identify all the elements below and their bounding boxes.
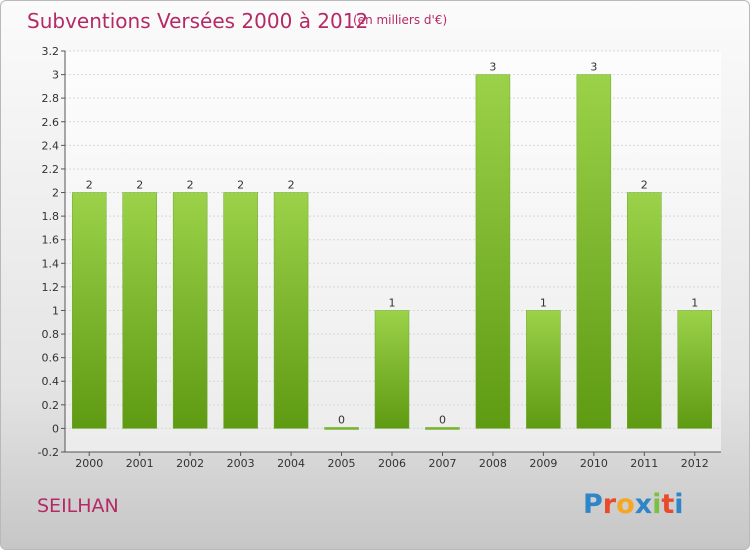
data-label: 1	[691, 296, 698, 309]
data-label: 1	[389, 296, 396, 309]
y-tick-label: 2.6	[42, 116, 60, 129]
x-tick-label: 2000	[75, 457, 103, 470]
x-tick-label: 2011	[630, 457, 658, 470]
y-tick-label: 2.8	[42, 92, 60, 105]
data-label: 1	[540, 296, 547, 309]
data-label: 0	[338, 413, 345, 426]
x-tick-label: 2009	[529, 457, 557, 470]
y-tick-label: 1.6	[42, 234, 60, 247]
data-label: 3	[590, 61, 597, 74]
data-label: 2	[86, 179, 93, 192]
y-tick-label: 0.8	[42, 328, 60, 341]
bar	[325, 427, 359, 429]
y-tick-label: 1.2	[42, 281, 60, 294]
commune-name: SEILHAN	[37, 495, 119, 517]
bar	[627, 193, 661, 429]
x-tick-label: 2008	[479, 457, 507, 470]
data-label: 3	[489, 61, 496, 74]
y-tick-labels: -0.2 0 0.2 0.4 0.6 0.8 1 1.2 1.4 1.6 1.8 2 2.2 2.4 2.6…	[38, 45, 59, 459]
x-tick-label: 2010	[580, 457, 608, 470]
bar	[476, 75, 510, 429]
x-tick-label: 2004	[277, 457, 305, 470]
bar	[274, 193, 308, 429]
y-tick-label: 3	[52, 69, 59, 82]
y-tick-label: 0	[52, 422, 59, 435]
proxiti-logo[interactable]: Proxiti	[583, 489, 684, 520]
bar	[425, 427, 459, 429]
bar	[375, 310, 409, 428]
bar	[526, 310, 560, 428]
logo-letter: o	[616, 489, 635, 520]
x-tick-label: 2003	[227, 457, 255, 470]
x-tick-label: 2005	[328, 457, 356, 470]
data-label: 2	[641, 179, 648, 192]
y-tick-label: 0.6	[42, 352, 60, 365]
data-label: 2	[187, 179, 194, 192]
y-tick-label: -0.2	[38, 446, 59, 459]
y-tick-label: 2	[52, 187, 59, 200]
logo-letter: r	[603, 489, 616, 520]
bar	[72, 193, 106, 429]
y-tick-label: 2.2	[42, 163, 60, 176]
bar	[123, 193, 157, 429]
x-tick-labels: 2000 2001 2002 2003 2004 2005 2006 2007 2008 2009…	[75, 452, 709, 470]
data-label: 2	[136, 179, 143, 192]
bar	[577, 75, 611, 429]
x-tick-label: 2002	[176, 457, 204, 470]
bar	[224, 193, 258, 429]
bar	[678, 310, 712, 428]
x-tick-label: 2001	[126, 457, 154, 470]
data-label: 2	[288, 179, 295, 192]
data-label: 2	[237, 179, 244, 192]
x-tick-label: 2012	[681, 457, 709, 470]
y-tick-label: 1.4	[42, 257, 60, 270]
y-tick-label: 0.4	[42, 375, 60, 388]
bar	[173, 193, 207, 429]
y-tick-label: 0.2	[42, 399, 60, 412]
logo-letter: i	[652, 489, 661, 520]
logo-letter: t	[661, 489, 674, 520]
y-tick-label: 2.4	[42, 139, 60, 152]
y-tick-label: 3.2	[42, 45, 60, 58]
logo-letter: P	[583, 489, 603, 520]
x-tick-label: 2007	[428, 457, 456, 470]
data-label: 0	[439, 413, 446, 426]
logo-letter: i	[674, 489, 683, 520]
y-tick-label: 1	[52, 304, 59, 317]
x-tick-label: 2006	[378, 457, 406, 470]
logo-letter: x	[635, 489, 652, 520]
y-tick-label: 1.8	[42, 210, 60, 223]
